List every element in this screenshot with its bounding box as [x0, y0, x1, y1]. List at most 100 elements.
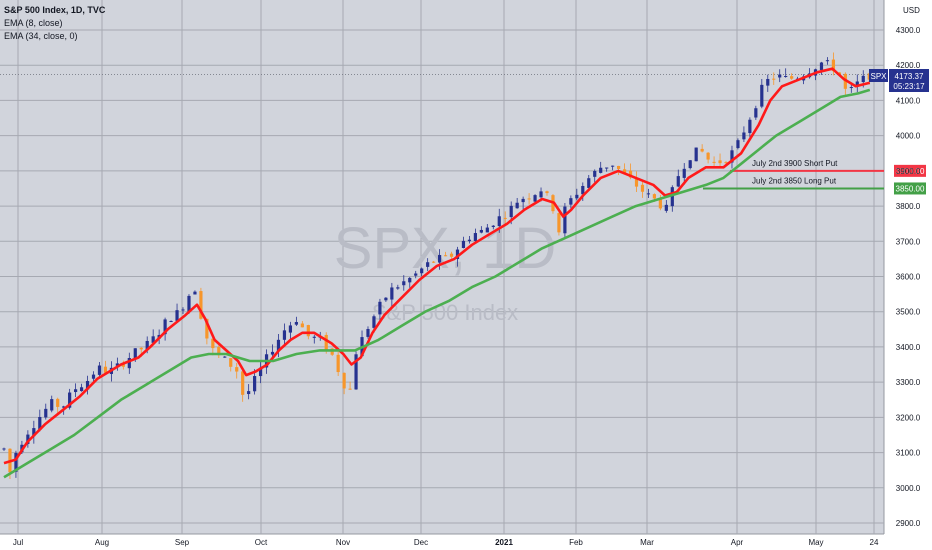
candle-body	[676, 176, 680, 187]
candle-body	[127, 358, 131, 369]
price-tag-symbol: SPX	[870, 72, 887, 81]
candle-body	[467, 239, 472, 242]
candle-body	[175, 310, 179, 321]
candle-body	[509, 205, 513, 218]
grid-lines	[0, 0, 884, 534]
x-tick-label: Sep	[175, 538, 190, 547]
candle-body	[497, 216, 501, 227]
candle-body	[26, 434, 30, 444]
put-label: July 2nd 3850 Long Put	[752, 176, 837, 185]
candle-body	[742, 132, 746, 140]
candle-body	[449, 253, 454, 257]
x-tick-label: Jul	[13, 538, 23, 547]
candle-body	[646, 193, 651, 195]
candle-body	[288, 325, 293, 333]
candle-body	[527, 198, 531, 200]
candle-body	[229, 358, 233, 367]
candle-body	[521, 198, 525, 203]
candle-body	[324, 334, 328, 351]
candle-body	[384, 297, 388, 301]
put-label: July 2nd 3900 Short Put	[752, 159, 838, 168]
y-tick-label: 3600.0	[896, 273, 921, 282]
x-tick-label: Dec	[414, 538, 428, 547]
candle-body	[270, 351, 275, 355]
candle-body	[38, 417, 42, 430]
candle-body	[163, 319, 167, 335]
candle-body	[145, 340, 149, 350]
legend-title: S&P 500 Index, 1D, TVC	[4, 5, 106, 15]
put-price-box	[894, 164, 926, 177]
x-tick-label: Feb	[569, 538, 583, 547]
candle-body	[241, 371, 245, 395]
candle-body	[557, 213, 561, 233]
candle-body	[640, 184, 645, 192]
candle-body	[455, 249, 460, 260]
candle-body	[354, 354, 358, 390]
candle-body	[622, 169, 627, 173]
ema8-line	[3, 67, 871, 465]
candle-body	[390, 287, 394, 300]
candle-body	[342, 372, 346, 389]
candle-body	[121, 363, 125, 367]
legend-ema8: EMA (8, close)	[4, 18, 63, 28]
candle-body	[258, 367, 263, 377]
candle-body	[300, 323, 304, 328]
candle-body	[32, 428, 36, 437]
y-tick-label: 4100.0	[896, 96, 921, 105]
candle-body	[62, 406, 66, 408]
candle-body	[366, 329, 370, 337]
candle-body	[205, 318, 209, 339]
candle-body	[443, 255, 448, 257]
candle-body	[688, 160, 692, 169]
candle-body	[563, 206, 567, 234]
y-tick-label: 3400.0	[896, 343, 921, 352]
candle-body	[312, 336, 316, 338]
ema34-line	[3, 88, 871, 479]
candle-body	[79, 387, 84, 392]
candle-body	[193, 291, 197, 295]
x-tick-label: Oct	[255, 538, 268, 547]
price-tag-symbol-box	[869, 69, 888, 82]
candle-body	[825, 60, 830, 62]
candle-body	[211, 338, 215, 349]
candle-body	[378, 301, 382, 315]
x-tick-label: Nov	[336, 538, 350, 547]
candle-body	[14, 452, 18, 472]
price-tag-price: 4173.37	[895, 72, 924, 81]
candle-body	[712, 161, 716, 163]
candle-body	[694, 147, 698, 162]
price-tag[interactable]: SPX 4173.37 05:23:17	[869, 69, 929, 92]
candle-body	[593, 170, 597, 177]
candle-body	[718, 160, 722, 164]
put-price-box	[894, 182, 926, 195]
y-tick-label: 2900.0	[896, 519, 921, 528]
y-tick-label: 3200.0	[896, 413, 921, 422]
candle-body	[181, 309, 185, 311]
candle-body	[414, 273, 418, 276]
candle-body	[861, 75, 865, 83]
candle-body	[479, 229, 483, 233]
y-tick-label: 3800.0	[896, 202, 921, 211]
candle-body	[831, 59, 836, 72]
candle-body	[849, 87, 853, 89]
candle-body	[408, 277, 412, 283]
candle-body	[634, 178, 639, 187]
candle-body	[50, 399, 54, 411]
candle-body	[276, 339, 281, 352]
candle-body	[700, 148, 704, 152]
candle-body	[426, 262, 430, 267]
candle-body	[294, 322, 298, 325]
x-tick-label: Aug	[95, 538, 109, 547]
y-tick-label: 3500.0	[896, 308, 921, 317]
candle-body	[151, 336, 155, 343]
price-axis-ticks: 2900.0 3000.0 3100.0 3200.0 3300.0 3400.0 3500…	[896, 26, 921, 528]
candle-body	[187, 295, 191, 312]
y-tick-label: 3900.0	[896, 167, 921, 176]
candle-body	[503, 217, 507, 219]
candle-body	[2, 448, 6, 450]
currency-label: USD	[903, 6, 920, 15]
candle-body	[169, 321, 173, 323]
candle-body	[682, 168, 686, 178]
x-tick-label: May	[808, 538, 823, 547]
